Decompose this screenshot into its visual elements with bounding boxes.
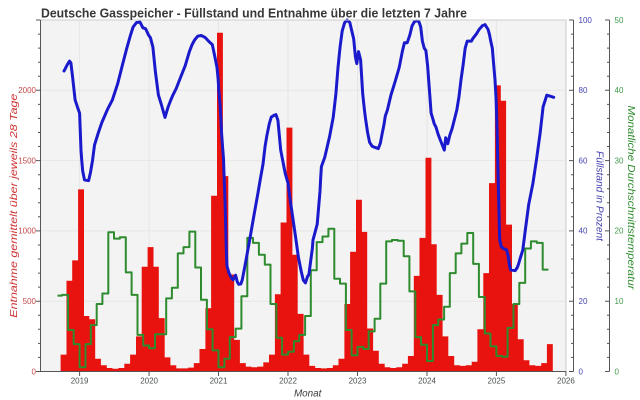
- svg-text:0: 0: [579, 367, 584, 376]
- svg-text:Deutsche Gasspeicher - Füllsta: Deutsche Gasspeicher - Füllstand und Ent…: [41, 6, 467, 21]
- svg-text:40: 40: [615, 86, 624, 95]
- svg-text:2019: 2019: [71, 377, 89, 386]
- svg-text:2026: 2026: [557, 377, 575, 386]
- svg-text:Entnahme gemittelt über jeweil: Entnahme gemittelt über jeweils 28 Tage: [8, 94, 20, 318]
- svg-text:2023: 2023: [349, 377, 367, 386]
- svg-text:Monatliche Durchschnittstemper: Monatliche Durchschnittstemperatur: [625, 106, 637, 291]
- svg-text:1000: 1000: [18, 227, 36, 236]
- svg-text:100: 100: [579, 16, 593, 25]
- svg-text:2000: 2000: [18, 86, 36, 95]
- svg-text:40: 40: [579, 227, 588, 236]
- svg-text:60: 60: [579, 156, 588, 165]
- svg-text:30: 30: [615, 156, 624, 165]
- svg-text:20: 20: [615, 227, 624, 236]
- svg-text:2024: 2024: [418, 377, 436, 386]
- svg-text:Monat: Monat: [294, 388, 323, 400]
- svg-text:0: 0: [615, 367, 620, 376]
- svg-text:1500: 1500: [18, 156, 36, 165]
- svg-text:20: 20: [579, 297, 588, 306]
- svg-text:2022: 2022: [279, 377, 297, 386]
- svg-text:10: 10: [615, 297, 624, 306]
- svg-text:Füllstand in Prozent: Füllstand in Prozent: [594, 151, 606, 242]
- svg-text:80: 80: [579, 86, 588, 95]
- svg-text:0: 0: [32, 367, 37, 376]
- svg-text:500: 500: [23, 297, 37, 306]
- svg-text:2021: 2021: [210, 377, 228, 386]
- svg-text:2025: 2025: [488, 377, 506, 386]
- svg-text:2020: 2020: [140, 377, 158, 386]
- svg-text:50: 50: [615, 16, 624, 25]
